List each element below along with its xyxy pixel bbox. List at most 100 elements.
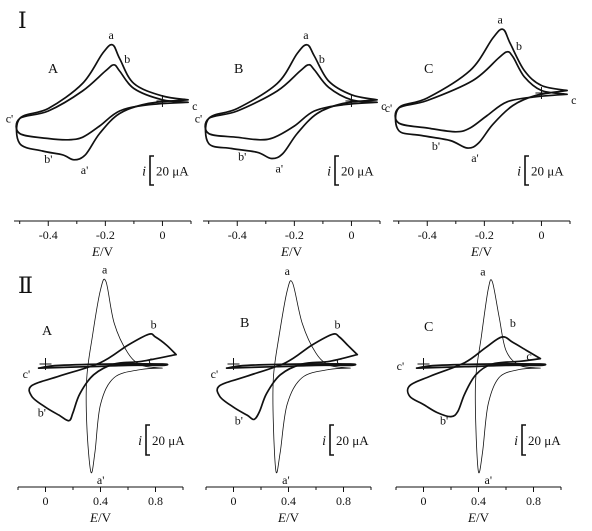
panel-label: A [42,324,53,339]
point-label-bp: b' [38,406,46,420]
scale-bar [329,424,334,456]
x-axis-label-unit: /V [289,244,303,259]
point-label-b: b [510,316,516,330]
scale-bar-value: 20 μA [156,164,189,179]
scale-bar [145,424,150,456]
point-label-a: a [480,265,486,279]
x-tick-label: -0.2 [96,228,115,242]
row-label-1: Ⅰ [18,8,27,33]
point-label-c: c [571,93,576,107]
series-baseline [225,363,357,369]
point-label-a: a [102,263,108,277]
point-label-a: a [497,12,503,26]
point-label-b: b [319,52,325,66]
point-label-bp: b' [235,414,243,428]
x-tick-label: -0.2 [475,228,494,242]
scale-bar [149,155,154,186]
x-tick-label: 0 [538,228,544,242]
x-axis-label: E/V [277,510,300,525]
x-tick-label: 0.4 [281,494,296,508]
panel-5: B 0 0.4 0.8 E/V a b c c' b' a' i 20 μA [205,264,372,525]
x-axis-label: E/V [89,510,112,525]
point-label-a: a [108,28,114,42]
x-axis-label-unit: /V [286,510,300,525]
x-tick-label: 0.8 [526,494,541,508]
x-axis-label: E/V [91,244,114,259]
point-label-cp: c' [397,359,405,373]
x-tick-label: 0 [421,494,427,508]
x-axis-label-symbol: E [91,244,100,259]
scale-bar-symbol: i [514,434,518,449]
series-thick [216,333,359,421]
point-label-cp: c' [6,112,13,126]
panel-label: B [240,316,249,331]
panel-label: C [424,320,433,335]
x-axis-label-symbol: E [467,510,476,525]
x-axis-label-symbol: E [89,510,98,525]
series-thick [406,336,542,418]
point-label-cp: c' [385,101,393,115]
x-tick-label: 0.4 [471,494,486,508]
scale-bar-value: 20 μA [152,433,185,448]
scale-bar-value: 20 μA [336,433,369,448]
scale-bar-value: 20 μA [528,433,561,448]
scale-bar [521,424,526,456]
scale-bar-symbol: i [138,434,142,449]
point-label-cp: c' [23,367,31,381]
point-label-b: b [335,317,341,331]
point-label-bp: b' [440,414,448,428]
panel-3: C -0.4 -0.2 0 E/V ab c c' b' a' i 20 μA [385,12,577,259]
point-label-ap: a' [282,473,290,487]
scale-bar-value: 20 μA [341,164,374,179]
point-label-b: b [516,39,522,53]
series-outer [204,43,378,160]
scale-bar-value: 20 μA [531,164,564,179]
x-axis-label-unit: /V [100,244,114,259]
series-thin [85,278,163,474]
x-tick-label: 0.8 [148,494,163,508]
series-inner [204,63,378,141]
panel-1: A -0.4 -0.2 0 E/V ab c c' b' a' i 20 μA [6,28,198,259]
x-axis-label-unit: /V [479,244,493,259]
point-label-b: b [124,52,130,66]
x-axis-label-unit: /V [98,510,112,525]
series-baseline [415,363,547,369]
point-label-c: c [192,99,197,113]
scale-bar-symbol: i [322,434,326,449]
point-label-b: b [151,317,157,331]
point-label-c: c [526,349,531,363]
x-axis-label-symbol: E [470,244,479,259]
x-tick-label: 0 [43,494,49,508]
x-tick-label: -0.4 [39,228,58,242]
row-label-2: Ⅱ [18,273,33,298]
point-label-a: a [303,28,309,42]
series-outer [15,43,189,161]
panel-4: A 0 0.4 0.8 E/V a b c c' b' a' i 20 μA [17,263,185,525]
scale-bar [334,155,339,186]
x-tick-label: -0.4 [228,228,247,242]
x-tick-label: 0 [348,228,354,242]
point-label-bp: b' [238,150,246,164]
point-label-ap: a' [97,473,105,487]
panel-label: C [424,62,433,77]
scale-bar-symbol: i [327,165,331,180]
x-axis-label-symbol: E [277,510,286,525]
x-tick-label: 0 [159,228,165,242]
point-label-ap: a' [471,151,479,165]
point-label-bp: b' [44,152,52,166]
x-axis-label: E/V [467,510,490,525]
x-axis-label-symbol: E [280,244,289,259]
point-label-cp: c' [211,367,219,381]
x-tick-label: 0.8 [336,494,351,508]
scale-bar-symbol: i [517,165,521,180]
scale-bar-symbol: i [142,165,146,180]
x-tick-label: -0.2 [285,228,304,242]
x-tick-label: -0.4 [418,228,437,242]
point-label-cp: c' [195,112,203,126]
point-label-c: c [148,353,153,367]
x-tick-label: 0.4 [93,494,108,508]
point-label-bp: b' [432,139,440,153]
